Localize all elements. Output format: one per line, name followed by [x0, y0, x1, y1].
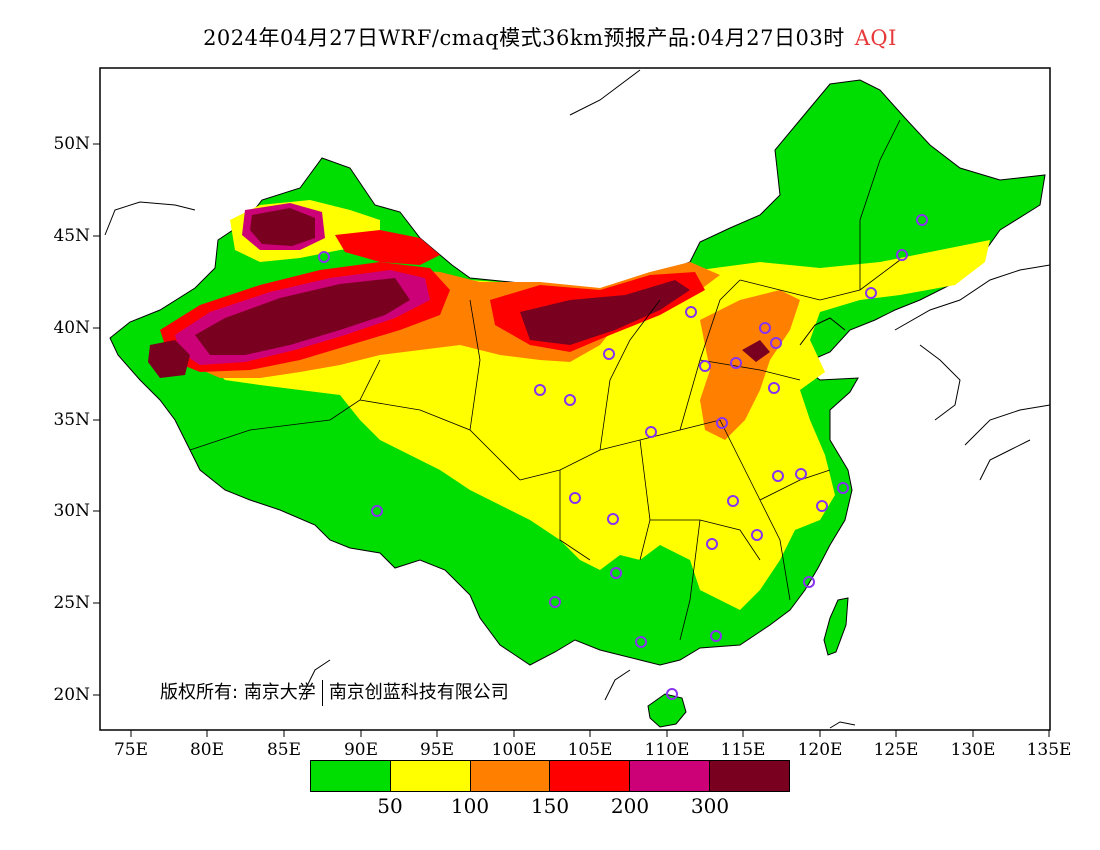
lat-label-30n: 30N — [53, 501, 90, 521]
legend-swatch-2 — [469, 761, 550, 791]
lon-label-80e: 80E — [189, 740, 225, 760]
lon-label-95e: 95E — [419, 740, 455, 760]
aqi-region-unhealthy-north — [335, 230, 440, 265]
station-marker — [645, 426, 657, 438]
aqi-region-sensitive-east — [700, 290, 800, 440]
aqi-region-hazardous-west — [148, 340, 190, 378]
lat-label-50n: 50N — [53, 134, 90, 154]
station-marker — [569, 492, 581, 504]
lat-label-35n: 35N — [53, 410, 90, 430]
station-marker — [699, 360, 711, 372]
station-marker — [751, 529, 763, 541]
station-marker — [837, 482, 849, 494]
station-marker — [730, 357, 742, 369]
legend-tick-200: 200 — [610, 794, 650, 818]
station-marker — [770, 337, 782, 349]
legend-swatch-4 — [629, 761, 710, 791]
map-variable-label: AQI — [854, 26, 897, 50]
station-marker — [666, 688, 678, 700]
aqi-region-hazardous-north — [250, 208, 315, 246]
copyright-org-chuanglan: 南京创蓝科技有限公司 — [328, 682, 509, 703]
lon-label-90e: 90E — [343, 740, 379, 760]
station-marker — [607, 513, 619, 525]
aqi-region-hazardous — [195, 278, 410, 355]
station-marker — [865, 287, 877, 299]
legend-swatch-1 — [389, 761, 470, 791]
legend-tick-300: 300 — [690, 794, 730, 818]
lon-label-75e: 75E — [113, 740, 149, 760]
station-marker — [727, 495, 739, 507]
aqi-color-legend — [310, 760, 790, 792]
lat-tick-marks — [93, 143, 100, 696]
station-marker — [603, 348, 615, 360]
station-marker — [706, 538, 718, 550]
map-title-text: 2024年04月27日WRF/cmaq模式36km预报产品:04月27日03时 — [203, 26, 845, 50]
station-marker — [610, 567, 622, 579]
station-marker — [534, 384, 546, 396]
copyright-separator — [321, 680, 323, 706]
station-marker — [803, 576, 815, 588]
station-marker — [772, 470, 784, 482]
station-markers — [318, 214, 928, 700]
station-marker — [816, 500, 828, 512]
map-title: 2024年04月27日WRF/cmaq模式36km预报产品:04月27日03时 A… — [0, 22, 1100, 52]
station-marker — [318, 251, 330, 263]
legend-swatch-3 — [549, 761, 630, 791]
province-boundaries — [189, 119, 901, 641]
lon-label-125e: 125E — [873, 740, 919, 760]
legend-tick-50: 50 — [377, 794, 403, 818]
legend-tick-150: 150 — [530, 794, 570, 818]
lon-label-110e: 110E — [644, 740, 690, 760]
station-marker — [768, 382, 780, 394]
lon-label-85e: 85E — [266, 740, 302, 760]
lat-label-25n: 25N — [53, 593, 90, 613]
station-marker — [759, 322, 771, 334]
map-frame-border — [99, 67, 1051, 731]
aqi-region-hazardous-central — [520, 280, 690, 345]
lon-label-130e: 130E — [950, 740, 996, 760]
taiwan-island — [823, 597, 849, 656]
station-marker — [916, 214, 928, 226]
lat-label-45n: 45N — [53, 226, 90, 246]
lon-tick-marks — [130, 730, 1050, 737]
lon-label-115e: 115E — [720, 740, 766, 760]
station-marker — [896, 249, 908, 261]
lat-label-40n: 40N — [53, 318, 90, 338]
station-marker — [371, 505, 383, 517]
neighbouring-coastlines — [104, 69, 1050, 729]
station-marker — [710, 630, 722, 642]
lon-label-120e: 120E — [797, 740, 843, 760]
lon-label-135e: 135E — [1026, 740, 1072, 760]
station-marker — [635, 636, 647, 648]
lat-label-20n: 20N — [53, 685, 90, 705]
station-marker — [795, 468, 807, 480]
legend-tick-100: 100 — [450, 794, 490, 818]
legend-swatch-5 — [709, 761, 789, 791]
copyright-prefix: 版权所有: — [160, 682, 239, 703]
legend-swatch-0 — [311, 761, 390, 791]
copyright-notice: 版权所有: 南京大学 南京创蓝科技有限公司 — [160, 678, 509, 706]
station-marker — [549, 596, 561, 608]
copyright-org-nju: 南京大学 — [243, 682, 316, 703]
lon-label-100e: 100E — [491, 740, 537, 760]
aqi-region-hazardous-east — [742, 340, 770, 362]
station-marker — [564, 394, 576, 406]
lon-label-105e: 105E — [567, 740, 613, 760]
station-marker — [685, 306, 697, 318]
station-marker — [716, 417, 728, 429]
